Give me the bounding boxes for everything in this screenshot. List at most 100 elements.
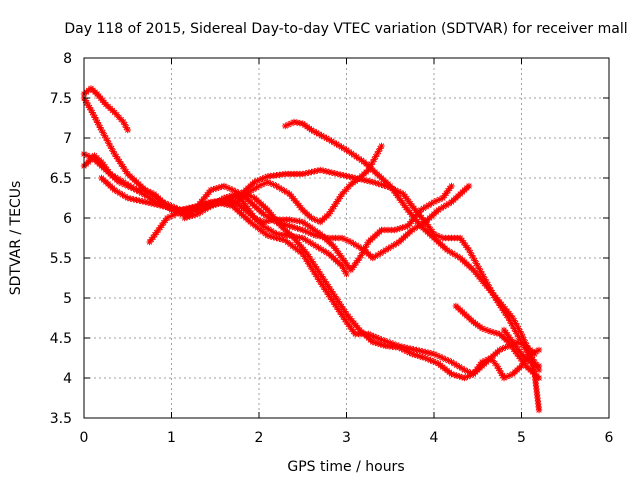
data-point [445, 357, 452, 364]
data-point [369, 178, 376, 186]
data-point [294, 225, 301, 232]
data-point [390, 242, 397, 249]
data-point [309, 225, 316, 233]
data-point [355, 330, 362, 338]
data-point [527, 358, 534, 366]
data-point [291, 224, 299, 231]
data-point [458, 374, 466, 381]
data-point [143, 193, 151, 200]
data-point [511, 325, 518, 332]
data-point [223, 184, 231, 191]
series-layer [83, 87, 540, 411]
data-point [237, 192, 244, 199]
y-tick-label: 5.5 [50, 251, 72, 267]
data-point [276, 231, 283, 238]
data-point [317, 270, 324, 278]
data-point [363, 241, 371, 248]
data-point [394, 226, 401, 233]
data-point [117, 160, 125, 168]
data-point [453, 372, 460, 379]
data-point [372, 339, 379, 346]
data-point [369, 158, 376, 166]
data-point [128, 183, 135, 190]
data-point [302, 236, 309, 243]
data-point [199, 205, 207, 212]
data-point [411, 351, 418, 358]
data-point [326, 293, 334, 301]
data-point [112, 174, 119, 181]
data-point [366, 178, 374, 185]
data-point [461, 366, 468, 374]
data-point [226, 185, 234, 192]
data-point [398, 345, 405, 353]
series-11-points [500, 326, 543, 370]
data-point [302, 220, 309, 227]
data-point [142, 198, 149, 206]
data-point [430, 198, 438, 206]
data-point [147, 200, 155, 207]
data-point [194, 210, 201, 218]
data-point [436, 233, 444, 240]
data-point [513, 322, 521, 330]
data-point [373, 334, 380, 341]
data-point [378, 142, 385, 150]
data-point [513, 330, 521, 338]
data-point [394, 188, 402, 195]
data-point [391, 226, 398, 234]
data-point [133, 186, 140, 194]
data-point [433, 232, 441, 239]
data-point [86, 104, 93, 111]
data-point [338, 262, 346, 270]
data-point [311, 216, 318, 223]
y-tick-label: 8 [63, 51, 72, 67]
data-point [289, 223, 296, 230]
data-point [119, 163, 127, 170]
x-tick-label: 0 [80, 430, 89, 446]
data-point [226, 193, 233, 200]
data-point [503, 373, 511, 380]
data-point [292, 233, 300, 240]
data-point [328, 288, 335, 295]
data-point [480, 273, 487, 280]
data-point [179, 206, 187, 213]
data-point [156, 202, 164, 209]
data-point [191, 203, 199, 210]
data-point [470, 254, 477, 262]
data-point [424, 355, 432, 363]
data-point [493, 330, 500, 337]
data-point [121, 193, 129, 200]
data-point [372, 153, 379, 160]
data-point [189, 212, 196, 219]
data-point [310, 231, 317, 238]
data-point [422, 348, 429, 356]
marker-layer [80, 85, 543, 414]
data-point [151, 198, 159, 205]
data-point [234, 193, 242, 200]
data-point [256, 176, 264, 183]
data-point [416, 353, 424, 360]
data-point [205, 203, 212, 210]
data-point [318, 273, 326, 280]
data-point [335, 142, 343, 149]
data-point [159, 202, 166, 210]
data-point [154, 199, 161, 206]
data-point [263, 218, 270, 225]
data-point [207, 186, 215, 194]
data-point [331, 301, 339, 308]
data-point [304, 238, 312, 245]
data-point [229, 194, 236, 202]
data-point [215, 200, 222, 207]
data-point [465, 182, 473, 190]
data-point [420, 205, 427, 212]
data-point [230, 200, 238, 207]
data-point [368, 161, 375, 168]
data-point [384, 183, 391, 190]
data-point [327, 208, 334, 215]
data-point [313, 273, 321, 281]
x-tick-label: 5 [517, 430, 526, 446]
data-point [305, 253, 312, 260]
data-point [130, 185, 138, 192]
data-point [317, 246, 325, 253]
data-point [532, 348, 540, 355]
data-point [454, 253, 461, 260]
